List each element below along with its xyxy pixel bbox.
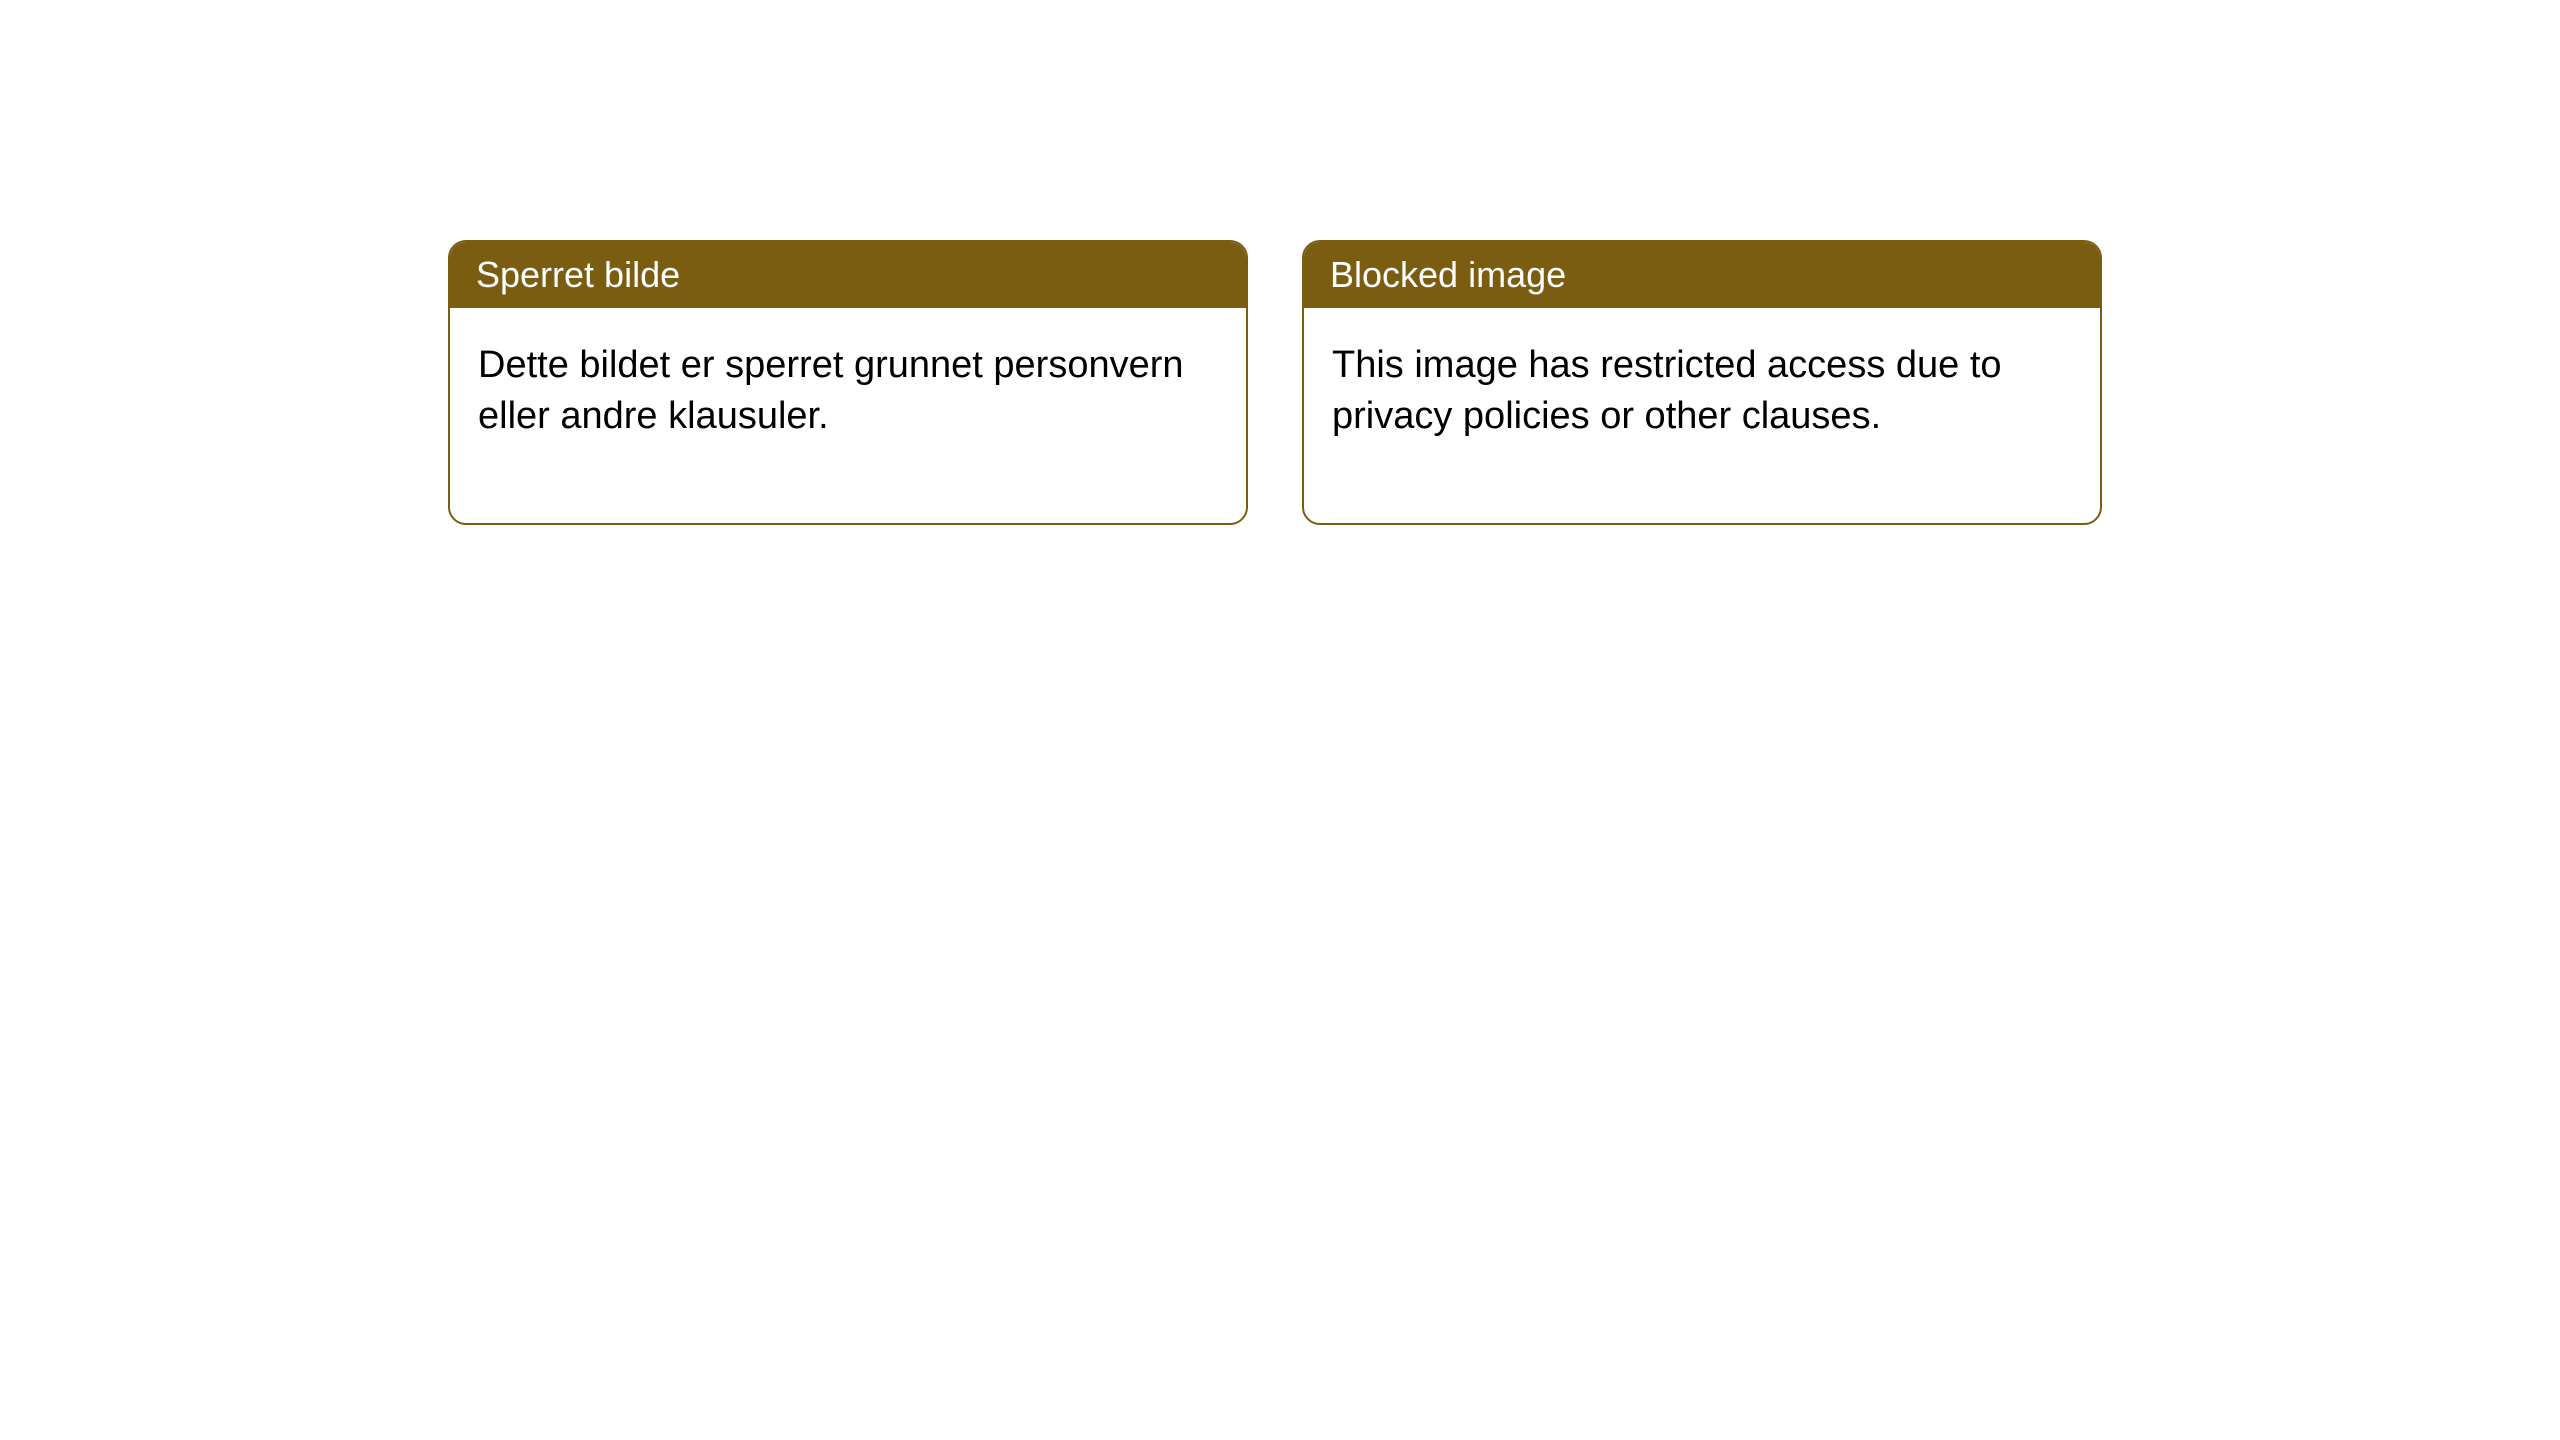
card-body-english: This image has restricted access due to …: [1304, 308, 2100, 523]
card-header-english: Blocked image: [1304, 242, 2100, 308]
notice-container: Sperret bilde Dette bildet er sperret gr…: [448, 240, 2102, 525]
card-message-norwegian: Dette bildet er sperret grunnet personve…: [478, 344, 1184, 437]
card-title-norwegian: Sperret bilde: [476, 254, 680, 295]
card-message-english: This image has restricted access due to …: [1332, 344, 2002, 437]
notice-card-english: Blocked image This image has restricted …: [1302, 240, 2102, 525]
card-title-english: Blocked image: [1330, 254, 1566, 295]
card-body-norwegian: Dette bildet er sperret grunnet personve…: [450, 308, 1246, 523]
notice-card-norwegian: Sperret bilde Dette bildet er sperret gr…: [448, 240, 1248, 525]
card-header-norwegian: Sperret bilde: [450, 242, 1246, 308]
